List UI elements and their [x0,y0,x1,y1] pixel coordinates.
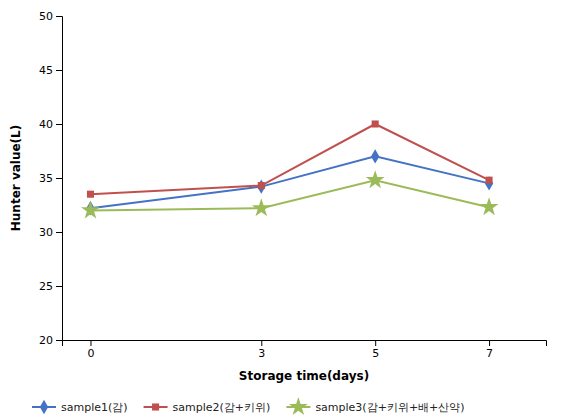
x-tick-mark [90,340,91,346]
y-tick-label: 30 [39,226,53,239]
x-tick-mark [375,340,376,346]
legend-item: sample2(감+키위) [144,401,271,414]
legend-label: sample3(감+키위+배+산약) [315,401,464,414]
point-marker [371,149,379,163]
plot-area [81,120,498,218]
y-tick-mark [56,286,62,287]
point-marker [485,176,493,190]
point-marker [366,170,385,188]
x-tick-label: 7 [486,347,493,360]
legend-label: sample2(감+키위) [173,401,271,414]
legend-item: sample1(감) [32,400,128,414]
series [81,170,498,218]
point-marker [486,177,493,184]
y-tick-mark [56,178,62,179]
series [86,149,493,215]
x-axis: 0 3 5 7 [63,340,547,360]
legend-swatch-marker [152,403,159,410]
point-marker [480,197,499,215]
x-tick: 7 [486,340,493,360]
y-tick-label: 40 [39,118,53,131]
x-tick: 5 [372,340,379,360]
x-tick-mark [489,340,490,346]
x-tick-label: 3 [258,347,265,360]
y-axis-line [56,17,63,341]
chart: 035720253035404550Storage time(days)Hunt… [0,0,562,420]
legend-item: sample3(감+키위+배+산약) [286,397,464,415]
y-tick-label: 45 [39,64,53,77]
x-tick: 0 [87,340,94,360]
y-tick: 35 [39,172,62,185]
y-tick-mark [56,16,62,17]
legend-label: sample1(감) [61,401,128,414]
point-marker [81,201,100,219]
y-tick: 50 [39,10,62,23]
x-tick: 3 [258,340,265,360]
y-tick-mark [56,232,62,233]
y-axis: 20 25 30 35 40 45 50 [39,10,63,347]
point-marker [257,179,265,193]
y-tick-mark [56,70,62,71]
series-line [90,124,489,194]
y-tick-label: 20 [39,334,53,347]
y-tick-mark [56,340,62,341]
legend-swatch-marker [289,397,308,415]
legend-swatch-marker [40,400,48,414]
y-tick-label: 25 [39,280,53,293]
series-line [90,180,489,210]
y-tick: 20 [39,334,62,347]
point-marker [372,120,379,127]
point-marker [87,191,94,198]
legend: sample1(감) sample2(감+키위) sample3(감+키위+배+산약… [32,397,465,415]
series [87,120,493,197]
y-tick: 30 [39,226,62,239]
y-tick-label: 35 [39,172,53,185]
point-marker [258,182,265,189]
point-marker [252,198,271,216]
y-axis-title: Hunter value(L) [9,125,23,231]
x-tick-label: 5 [372,347,379,360]
x-tick-mark [261,340,262,346]
y-tick: 25 [39,280,62,293]
y-tick-mark [56,124,62,125]
x-axis-line [63,341,547,347]
x-axis-title: Storage time(days) [239,369,369,383]
y-tick: 40 [39,118,62,131]
x-tick-label: 0 [87,347,94,360]
y-tick-label: 50 [39,10,53,23]
y-tick: 45 [39,64,62,77]
